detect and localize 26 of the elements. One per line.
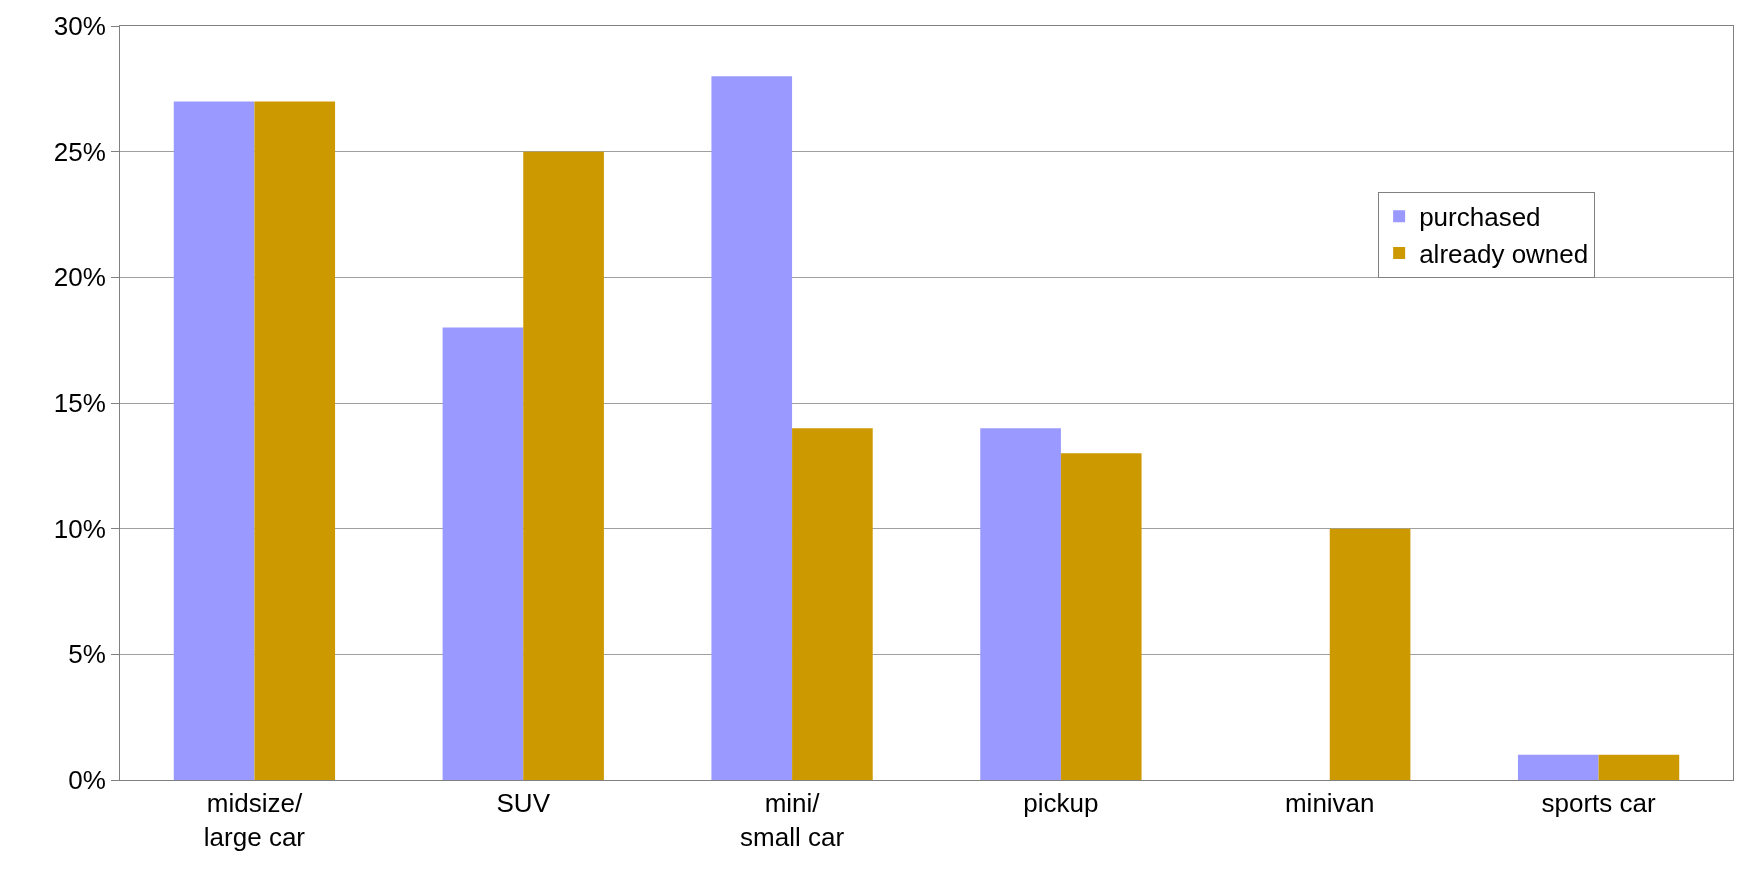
bar	[980, 428, 1061, 780]
legend-label: purchased	[1419, 202, 1541, 233]
x-tick-label: minivan	[1284, 788, 1375, 819]
y-tick-label: 10%	[53, 513, 106, 544]
y-tick-label: 30%	[53, 11, 106, 42]
x-tick-label: pickup	[1023, 788, 1099, 819]
bar	[792, 428, 873, 780]
bar	[442, 327, 524, 780]
bar	[1060, 453, 1142, 780]
x-tick-label: midsize/ large car	[203, 788, 306, 852]
x-tick-label: SUV	[496, 788, 551, 819]
legend-label: already owned	[1419, 239, 1589, 270]
y-tick-label: 20%	[53, 262, 106, 293]
bar	[173, 101, 255, 780]
x-tick-label: mini/ small car	[740, 788, 845, 852]
bar	[1517, 754, 1599, 780]
bar	[1329, 528, 1411, 780]
y-tick-label: 5%	[68, 639, 106, 670]
y-tick-label: 15%	[53, 388, 106, 419]
x-tick-label: sports car	[1541, 788, 1656, 819]
bar	[523, 151, 604, 780]
y-tick-label: 0%	[68, 765, 106, 796]
bar	[711, 76, 793, 780]
y-tick-label: 25%	[53, 136, 106, 167]
bar	[1598, 754, 1680, 780]
bar	[254, 101, 336, 780]
